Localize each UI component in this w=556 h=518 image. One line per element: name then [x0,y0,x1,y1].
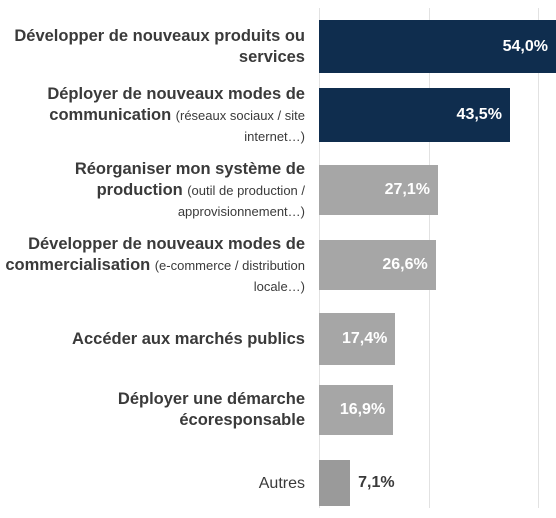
category-text: Développer de nouveaux produits ou servi… [5,26,305,68]
category-text: Accéder aux marchés publics [72,329,305,350]
label-run: Déployer une démarche écoresponsable [117,390,305,429]
value-label: 43,5% [456,106,502,123]
label-run: Réorganiser mon système de production [74,159,305,199]
label-run: (réseaux sociaux / site internet…) [175,107,305,144]
category-label: Réorganiser mon système de production (o… [5,153,305,227]
bar [319,88,510,142]
value-label: 27,1% [384,181,430,198]
label-run: Déployer de nouveaux modes de communicat… [47,84,305,124]
category-label: Autres [5,448,305,518]
bar [319,385,394,435]
category-label: Développer de nouveaux produits ou servi… [5,8,305,85]
bar [319,313,396,365]
label-run: (outil de production / approvisionnement… [177,182,305,219]
label-run: Développer de nouveaux produits ou servi… [14,26,305,66]
label-run: Accéder aux marchés publics [72,329,305,348]
bar [319,460,351,506]
bar [319,240,436,290]
category-text: Développer de nouveaux modes de commerci… [5,234,305,297]
grid-line [538,8,540,508]
category-text: Autres [259,473,305,494]
label-run: Développer de nouveaux modes de commerci… [5,234,305,274]
bar [319,165,438,215]
category-label: Déployer une démarche écoresponsable [5,373,305,447]
bar [319,20,556,73]
value-label: 17,4% [342,330,388,347]
category-text: Réorganiser mon système de production (o… [5,159,305,222]
category-label: Accéder aux marchés publics [5,301,305,377]
category-label: Développer de nouveaux modes de commerci… [5,228,305,302]
value-label: 16,9% [339,401,386,418]
category-label: Déployer de nouveaux modes de communicat… [5,76,305,154]
category-text: Déployer une démarche écoresponsable [5,389,305,431]
category-text: Déployer de nouveaux modes de communicat… [5,84,305,147]
value-label: 54,0% [502,37,548,55]
value-label: 7,1% [358,474,395,491]
value-label: 26,6% [382,256,428,273]
label-run: (e-commerce / distribution locale…) [154,257,305,294]
label-run: Autres [258,474,305,492]
